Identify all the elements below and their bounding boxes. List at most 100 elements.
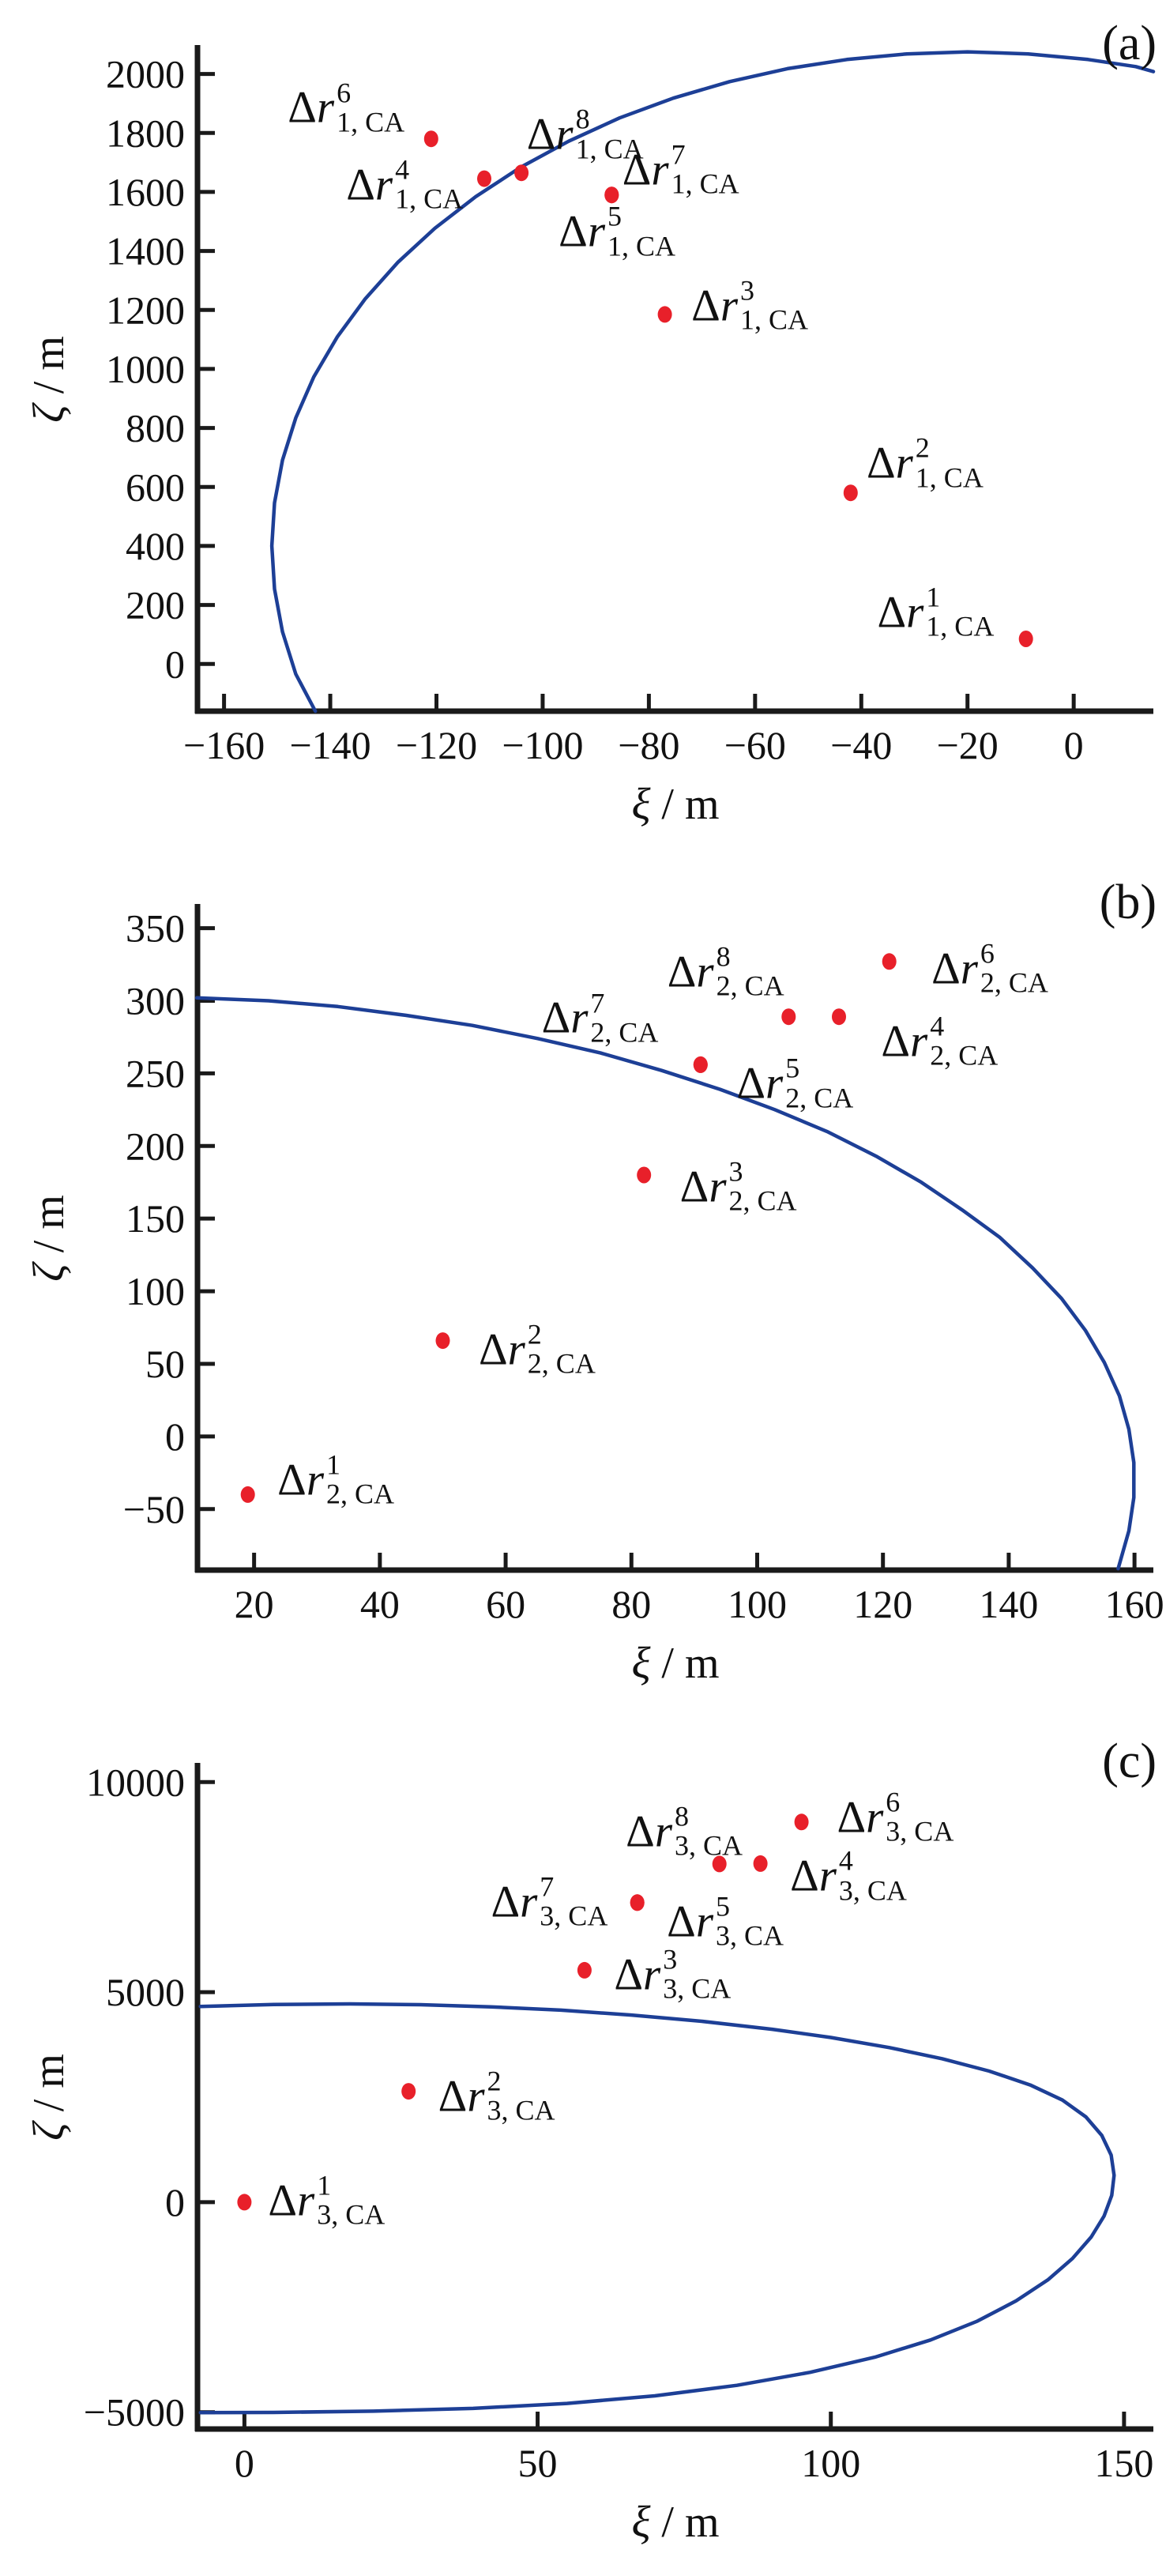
- point-label-5: Δr 5 3, CA: [667, 1891, 784, 1951]
- y-tick-label: 1000: [106, 347, 185, 391]
- sup-sub-stack: 1 3, CA: [317, 2170, 385, 2230]
- point-label-7: Δr 7 2, CA: [542, 987, 659, 1049]
- point-subscript: 1, CA: [671, 168, 739, 200]
- delta-r-symbol: Δr: [622, 145, 669, 195]
- y-tick-label: 150: [126, 1196, 185, 1241]
- sup-sub-stack: 6 2, CA: [980, 939, 1048, 999]
- point-label-8: Δr 8 1, CA: [526, 103, 644, 164]
- point-superscript: 7: [590, 987, 605, 1019]
- delta-r-symbol: Δr: [526, 109, 574, 160]
- point-label-7: Δr 7 3, CA: [491, 1871, 608, 1932]
- point-superscript: 3: [663, 1943, 678, 1975]
- point-label-5: Δr 5 1, CA: [559, 200, 676, 262]
- point-superscript: 5: [785, 1052, 800, 1084]
- point-label-4: Δr 4 3, CA: [790, 1846, 907, 1906]
- sup-sub-stack: 3 1, CA: [740, 274, 809, 336]
- point-subscript: 2, CA: [728, 1184, 797, 1217]
- point-label-4: Δr 4 1, CA: [346, 153, 463, 214]
- point-superscript: 7: [671, 138, 686, 171]
- sup-sub-stack: 6 3, CA: [886, 1787, 953, 1847]
- data-point-7: [604, 186, 619, 204]
- data-point-2: [401, 2083, 416, 2100]
- delta-r-symbol: Δr: [268, 2175, 315, 2226]
- point-label-1: Δr 1 2, CA: [277, 1448, 394, 1510]
- x-tick-label: 120: [853, 1582, 912, 1626]
- point-subscript: 3, CA: [886, 1815, 954, 1847]
- y-tick-label: 50: [145, 1342, 185, 1386]
- point-label-5: Δr 5 2, CA: [736, 1052, 854, 1114]
- delta-r-symbol: Δr: [881, 1016, 928, 1067]
- point-label-1: Δr 1 3, CA: [268, 2170, 385, 2230]
- y-tick-label: −50: [123, 1487, 185, 1531]
- x-axis-label-a: ξ / m: [631, 782, 719, 827]
- x-tick-label: 100: [801, 2441, 860, 2485]
- x-axis-label-b: ξ / m: [631, 1641, 719, 1685]
- sup-sub-stack: 2 1, CA: [916, 433, 984, 493]
- data-point-6: [794, 1813, 809, 1831]
- panel-tag-b: (b): [1099, 876, 1157, 929]
- point-label-6: Δr 6 2, CA: [931, 939, 1048, 999]
- panel-c: 0 50 100 150 −5000 0 5000 10000 (c) ζ / m ξ / m…: [0, 1718, 1166, 2576]
- panel-tag-a: (a): [1102, 17, 1157, 70]
- x-tick-label: 160: [1105, 1582, 1164, 1626]
- y-tick-label: 10000: [86, 1760, 185, 1804]
- delta-r-symbol: Δr: [877, 587, 924, 638]
- x-tick-label: −60: [724, 723, 786, 767]
- point-superscript: 8: [575, 103, 590, 135]
- sup-sub-stack: 8 2, CA: [716, 940, 784, 1001]
- y-tick-label: 1600: [106, 170, 185, 214]
- point-subscript: 3, CA: [540, 1900, 608, 1932]
- sup-sub-stack: 7 2, CA: [590, 987, 659, 1049]
- y-axis-unit: / m: [24, 336, 73, 405]
- point-label-2: Δr 2 1, CA: [867, 433, 984, 493]
- point-subscript: 2, CA: [590, 1016, 659, 1049]
- point-subscript: 1, CA: [607, 230, 676, 262]
- x-tick-label: 60: [486, 1582, 525, 1626]
- y-tick-label: 400: [126, 524, 185, 568]
- point-label-4: Δr 4 2, CA: [881, 1011, 998, 1071]
- point-superscript: 3: [740, 274, 755, 307]
- delta-r-symbol: Δr: [277, 1455, 325, 1505]
- x-tick-label: 40: [360, 1582, 400, 1626]
- sup-sub-stack: 4 3, CA: [839, 1846, 907, 1906]
- x-tick-label: −20: [937, 723, 999, 767]
- point-superscript: 6: [886, 1786, 901, 1818]
- y-tick-label: 0: [165, 1414, 185, 1459]
- point-superscript: 4: [395, 153, 410, 186]
- x-tick-label: 50: [518, 2441, 558, 2485]
- point-superscript: 1: [926, 581, 941, 613]
- y-axis-unit: / m: [24, 2054, 73, 2123]
- x-tick-label: 0: [1064, 723, 1084, 767]
- plot-area-b: 20 40 60 80 100 120 140 160 −50 0 50 100 150 200 250 30…: [123, 904, 1164, 1626]
- delta-r-symbol: Δr: [478, 1324, 525, 1375]
- delta-r-symbol: Δr: [679, 1162, 727, 1212]
- point-label-6: Δr 6 3, CA: [837, 1787, 953, 1847]
- x-tick-label: 80: [611, 1582, 651, 1626]
- delta-r-symbol: Δr: [736, 1058, 784, 1109]
- point-label-2: Δr 2 2, CA: [478, 1319, 596, 1379]
- ca-boundary-curve: [194, 996, 1136, 1571]
- x-axis-unit: / m: [650, 1639, 720, 1688]
- data-point-2: [435, 1332, 450, 1350]
- point-subscript: 1, CA: [740, 303, 809, 336]
- sup-sub-stack: 8 1, CA: [575, 103, 644, 164]
- point-subscript: 2, CA: [785, 1082, 854, 1114]
- point-superscript: 8: [716, 940, 731, 973]
- data-point-8: [781, 1008, 796, 1026]
- xi-symbol: ξ: [631, 2498, 651, 2547]
- delta-r-symbol: Δr: [288, 83, 335, 133]
- data-point-4: [477, 170, 491, 187]
- point-superscript: 5: [607, 200, 622, 232]
- point-superscript: 1: [326, 1448, 341, 1481]
- point-subscript: 1, CA: [926, 610, 995, 642]
- sup-sub-stack: 3 3, CA: [663, 1943, 731, 2004]
- sup-sub-stack: 5 1, CA: [607, 200, 676, 262]
- x-axis-unit: / m: [650, 780, 720, 829]
- y-tick-label: 5000: [106, 1970, 185, 2014]
- point-subscript: 3, CA: [675, 1830, 743, 1862]
- x-tick-label: −40: [830, 723, 892, 767]
- delta-r-symbol: Δr: [559, 206, 606, 257]
- x-tick-label: −100: [502, 723, 583, 767]
- y-tick-label: 800: [126, 406, 185, 450]
